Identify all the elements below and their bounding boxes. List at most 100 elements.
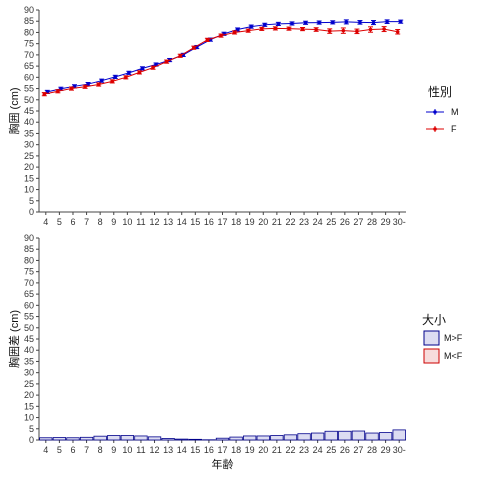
x-tick-label: 17 <box>217 217 227 227</box>
data-point <box>140 66 145 71</box>
data-point <box>330 20 335 25</box>
data-point <box>276 22 281 26</box>
x-tick-label: 30- <box>393 217 406 227</box>
series-m <box>44 19 404 94</box>
y-axis-title: 胸囲差 (cm) <box>7 310 21 368</box>
x-tick-label: 24 <box>313 217 323 227</box>
data-point <box>113 75 118 79</box>
y-tick-label: 70 <box>24 50 34 60</box>
x-tick-label: 14 <box>177 445 187 455</box>
y-tick-label: 10 <box>24 413 34 423</box>
y-tick-label: 80 <box>24 255 34 265</box>
bar <box>256 435 270 441</box>
y-tick-label: 50 <box>24 95 34 105</box>
y-tick-label: 90 <box>24 233 34 243</box>
x-tick-label: 22 <box>285 445 295 455</box>
x-tick-label: 8 <box>98 445 103 455</box>
x-tick-label: 18 <box>231 217 241 227</box>
x-tick-label: 14 <box>177 217 187 227</box>
x-tick-label: 27 <box>353 445 363 455</box>
x-tick-label: 28 <box>367 217 377 227</box>
y-tick-label: 45 <box>24 106 34 116</box>
data-point <box>382 27 386 31</box>
data-point <box>358 20 362 25</box>
y-tick-label: 20 <box>24 162 34 172</box>
x-tick-label: 9 <box>111 445 116 455</box>
y-tick-label: 20 <box>24 390 34 400</box>
data-point <box>341 28 346 33</box>
y-tick-label: 30 <box>24 368 34 378</box>
y-tick-label: 40 <box>24 117 34 127</box>
y-tick-label: 85 <box>24 16 34 26</box>
x-tick-label: 6 <box>70 445 75 455</box>
data-point <box>56 89 60 94</box>
data-point <box>398 19 403 24</box>
data-point <box>219 33 223 38</box>
y-tick-label: 60 <box>24 300 34 310</box>
x-tick-label: 7 <box>84 217 89 227</box>
x-tick-label: 5 <box>57 445 62 455</box>
data-point <box>344 20 349 24</box>
x-tick-label: 15 <box>190 445 200 455</box>
bar <box>107 435 121 441</box>
y-tick-label: 35 <box>24 356 34 366</box>
legend-key-point <box>433 110 437 114</box>
y-tick-label: 0 <box>29 207 34 217</box>
legend-key-swatch <box>423 330 440 346</box>
y-tick-label: 5 <box>29 424 34 434</box>
bar <box>229 436 243 441</box>
x-tick-label: 30- <box>393 445 406 455</box>
data-point <box>385 19 389 24</box>
x-tick-label: 9 <box>111 217 116 227</box>
data-point <box>96 82 101 87</box>
bar <box>378 432 393 441</box>
y-tick-label: 60 <box>24 72 34 82</box>
y-tick-label: 15 <box>24 401 34 411</box>
data-point <box>110 79 115 84</box>
y-tick-label: 35 <box>24 128 34 138</box>
x-tick-label: 17 <box>217 445 227 455</box>
bar <box>338 430 352 441</box>
y-tick-label: 65 <box>24 289 34 299</box>
bar-series <box>39 429 406 441</box>
bar <box>283 434 298 441</box>
bar <box>66 437 80 441</box>
bar <box>392 429 406 441</box>
x-tick-label: 21 <box>272 217 282 227</box>
data-point <box>127 71 131 75</box>
data-point <box>395 29 400 34</box>
x-tick-label: 20 <box>258 445 268 455</box>
legend-label: M>F <box>444 333 463 343</box>
y-tick-label: 10 <box>24 185 34 195</box>
x-tick-label: 26 <box>340 445 350 455</box>
bar <box>270 435 284 441</box>
bar <box>351 430 366 441</box>
data-point <box>303 20 308 25</box>
data-point <box>368 27 373 32</box>
data-point <box>178 53 183 58</box>
legend-label: M <box>451 107 459 117</box>
x-tick-label: 26 <box>340 217 350 227</box>
x-tick-label: 19 <box>245 445 255 455</box>
data-point <box>192 45 196 50</box>
x-axis-title: 年齢 <box>212 457 234 471</box>
x-tick-label: 16 <box>204 217 214 227</box>
bar <box>188 438 202 441</box>
bar <box>52 437 67 441</box>
legend-sex: 性別 MF <box>426 85 459 134</box>
y-tick-label: 55 <box>24 312 34 322</box>
bar <box>120 435 135 441</box>
data-point <box>290 21 294 26</box>
data-point <box>151 65 155 70</box>
y-tick-label: 55 <box>24 84 34 94</box>
x-tick-label: 8 <box>98 217 103 227</box>
y-tick-label: 15 <box>24 173 34 183</box>
bar <box>365 432 379 441</box>
x-tick-label: 13 <box>163 445 173 455</box>
x-tick-label: 23 <box>299 217 309 227</box>
x-tick-label: 25 <box>326 217 336 227</box>
data-point <box>205 38 210 42</box>
data-point <box>124 75 128 80</box>
x-tick-label: 10 <box>122 217 132 227</box>
